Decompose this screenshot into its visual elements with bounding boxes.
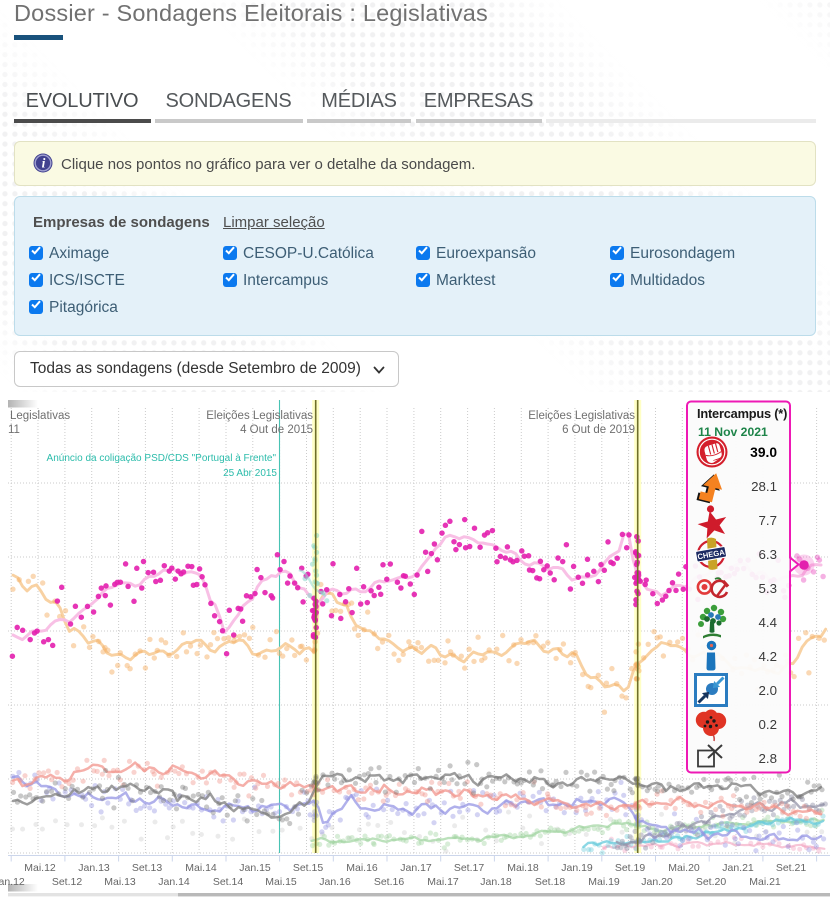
svg-text:5.3: 5.3 [759,581,778,596]
svg-text:Set.17: Set.17 [454,862,485,874]
svg-text:Jan.18: Jan.18 [480,876,512,888]
svg-text:7.7: 7.7 [759,513,778,528]
svg-text:Jan.17: Jan.17 [400,862,432,874]
svg-text:Legislativas: Legislativas [10,410,70,422]
svg-text:Set.20: Set.20 [696,876,727,888]
svg-text:Mai.15: Mai.15 [265,876,297,888]
svg-text:0.2: 0.2 [759,717,778,732]
svg-text:11 Nov 2021: 11 Nov 2021 [698,425,768,439]
svg-text:Eleições Legislativas: Eleições Legislativas [206,410,313,422]
svg-text:Set.21: Set.21 [776,862,807,874]
svg-text:Intercampus (*): Intercampus (*) [697,406,787,421]
svg-text:Jan.13: Jan.13 [78,862,110,874]
svg-text:Set.13: Set.13 [132,862,163,874]
svg-text:Jan.20: Jan.20 [641,876,673,888]
svg-text:Mai.16: Mai.16 [346,862,378,874]
svg-text:6.3: 6.3 [759,547,778,562]
svg-text:Set.12: Set.12 [52,876,83,888]
svg-text:Mai.18: Mai.18 [507,862,539,874]
svg-text:Mai.21: Mai.21 [749,876,781,888]
svg-text:39.0: 39.0 [750,445,777,460]
svg-text:i: i [42,156,46,171]
svg-text:Mai.19: Mai.19 [588,876,620,888]
svg-text:2.8: 2.8 [759,751,778,766]
svg-text:Mai.20: Mai.20 [668,862,700,874]
svg-text:Set.18: Set.18 [535,876,566,888]
svg-text:11: 11 [8,424,20,436]
svg-text:Jan.19: Jan.19 [561,862,593,874]
svg-text:Mai.12: Mai.12 [24,862,56,874]
svg-text:6 Out de 2019: 6 Out de 2019 [562,424,635,436]
svg-text:Jan.16: Jan.16 [319,876,351,888]
svg-text:4 Out de 2015: 4 Out de 2015 [240,424,313,436]
svg-text:28.1: 28.1 [751,479,777,494]
svg-text:Eleições Legislativas: Eleições Legislativas [528,410,635,422]
svg-text:Set.16: Set.16 [374,876,405,888]
svg-text:Mai.17: Mai.17 [427,876,459,888]
svg-text:2.0: 2.0 [759,683,778,698]
svg-text:25 Abr 2015: 25 Abr 2015 [223,468,277,479]
svg-text:Mai.13: Mai.13 [104,876,136,888]
svg-text:Set.19: Set.19 [615,862,646,874]
svg-text:Jan.12: Jan.12 [0,876,25,888]
svg-text:Jan.15: Jan.15 [239,862,271,874]
svg-text:Set.14: Set.14 [213,876,244,888]
svg-text:4.4: 4.4 [759,615,778,630]
svg-text:Jan.21: Jan.21 [722,862,754,874]
svg-text:Anúncio da coligação PSD/CDS ": Anúncio da coligação PSD/CDS "Portugal à… [47,453,277,464]
svg-text:Mai.14: Mai.14 [185,862,217,874]
svg-text:Set.15: Set.15 [293,862,324,874]
svg-text:Jan.14: Jan.14 [158,876,190,888]
svg-text:4.2: 4.2 [759,649,778,664]
